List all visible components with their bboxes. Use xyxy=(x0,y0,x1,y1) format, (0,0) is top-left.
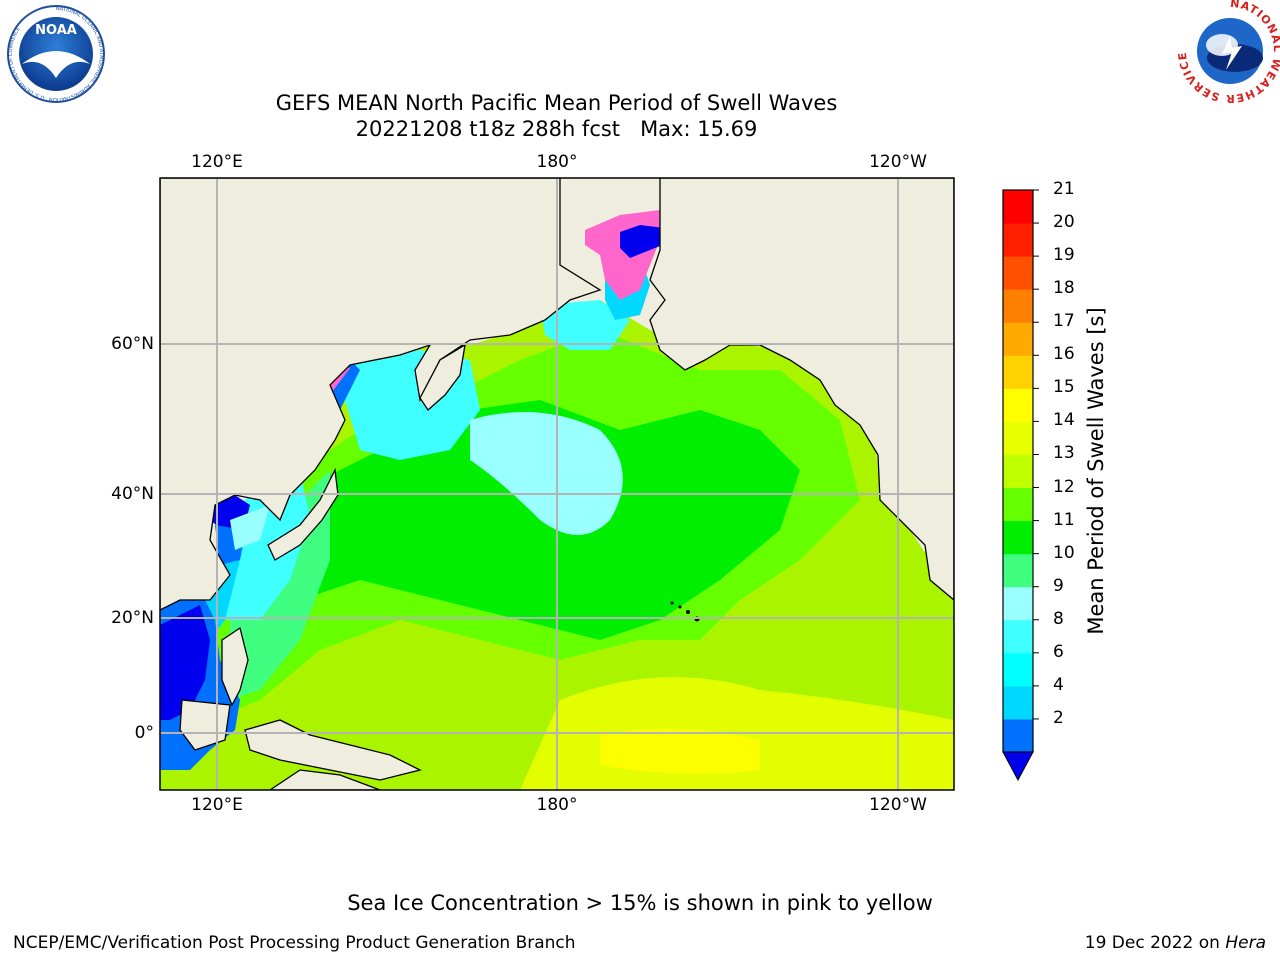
colorbar-extension xyxy=(1002,751,1034,782)
lon-label-top-120w: 120°W xyxy=(869,152,927,172)
chart-subtitle: 20221208 t18z 288h fcst Max: 15.69 xyxy=(355,117,758,141)
sea-ice-note: Sea Ice Concentration > 15% is shown in … xyxy=(347,891,933,915)
colorbar-tick-label: 20 xyxy=(1053,212,1075,233)
map-gridlines xyxy=(160,178,954,790)
colorbar-segment xyxy=(1003,718,1033,753)
colorbar-tick-label: 6 xyxy=(1053,641,1064,662)
colorbar xyxy=(1002,189,1039,782)
colorbar-segment xyxy=(1003,190,1033,224)
colorbar-segment xyxy=(1003,520,1033,555)
nws-logo: NATIONAL WEATHER SERVICE xyxy=(1176,0,1280,105)
lon-label-bottom-120w: 120°W xyxy=(869,795,927,815)
colorbar-segment xyxy=(1003,586,1033,621)
lat-label-60n: 60°N xyxy=(111,334,154,354)
noaa-logo: NOAA NATIONAL OCEANIC AND ATMOSPHERIC AD… xyxy=(7,5,105,103)
colorbar-tick-label: 14 xyxy=(1053,410,1075,431)
colorbar-tick-label: 18 xyxy=(1053,278,1075,299)
colorbar-tick-label: 21 xyxy=(1053,179,1075,199)
producer-credit: NCEP/EMC/Verification Post Processing Pr… xyxy=(13,933,576,953)
map-area xyxy=(160,178,954,790)
colorbar-tick-label: 12 xyxy=(1053,476,1075,497)
colorbar-tick-label: 19 xyxy=(1053,245,1075,266)
colorbar-tick-label: 4 xyxy=(1053,674,1064,695)
colorbar-tick-label: 9 xyxy=(1053,575,1064,596)
colorbar-segment xyxy=(1003,322,1033,356)
colorbar-segment xyxy=(1003,388,1033,422)
colorbar-segment xyxy=(1003,685,1033,720)
colorbar-tick-label: 17 xyxy=(1053,311,1075,332)
lat-label-0: 0° xyxy=(134,723,154,743)
chart-title: GEFS MEAN North Pacific Mean Period of S… xyxy=(275,91,838,115)
colorbar-segment xyxy=(1003,223,1033,257)
colorbar-segment xyxy=(1003,256,1033,290)
lon-label-top-180: 180° xyxy=(536,152,578,172)
colorbar-tick-label: 11 xyxy=(1053,509,1075,530)
colorbar-segment xyxy=(1003,355,1033,389)
lat-label-40n: 40°N xyxy=(111,484,154,504)
colorbar-tick-label: 10 xyxy=(1053,542,1075,563)
lon-label-bottom-180: 180° xyxy=(536,795,578,815)
colorbar-label: Mean Period of Swell Waves [s] xyxy=(1084,307,1108,635)
colorbar-segment xyxy=(1003,289,1033,323)
colorbar-frame xyxy=(1002,189,1034,753)
colorbar-tick-label: 2 xyxy=(1053,707,1064,728)
map-frame xyxy=(159,177,955,791)
colorbar-segment xyxy=(1003,487,1033,522)
colorbar-tick-label: 16 xyxy=(1053,344,1075,365)
colorbar-segment xyxy=(1003,454,1033,489)
colorbar-segment xyxy=(1003,421,1033,455)
colorbar-tick-label: 13 xyxy=(1053,443,1075,464)
lon-label-top-120e: 120°E xyxy=(191,152,243,172)
colorbar-tick-label: 8 xyxy=(1053,608,1064,629)
colorbar-segment xyxy=(1003,619,1033,654)
colorbar-tick-label: 15 xyxy=(1053,377,1075,398)
run-date: 19 Dec 2022 on Hera xyxy=(1084,933,1266,953)
colorbar-segment xyxy=(1003,652,1033,687)
colorbar-segment xyxy=(1003,553,1033,588)
lat-label-20n: 20°N xyxy=(111,608,154,628)
lon-label-bottom-120e: 120°E xyxy=(191,795,243,815)
svg-text:NOAA: NOAA xyxy=(35,23,77,38)
